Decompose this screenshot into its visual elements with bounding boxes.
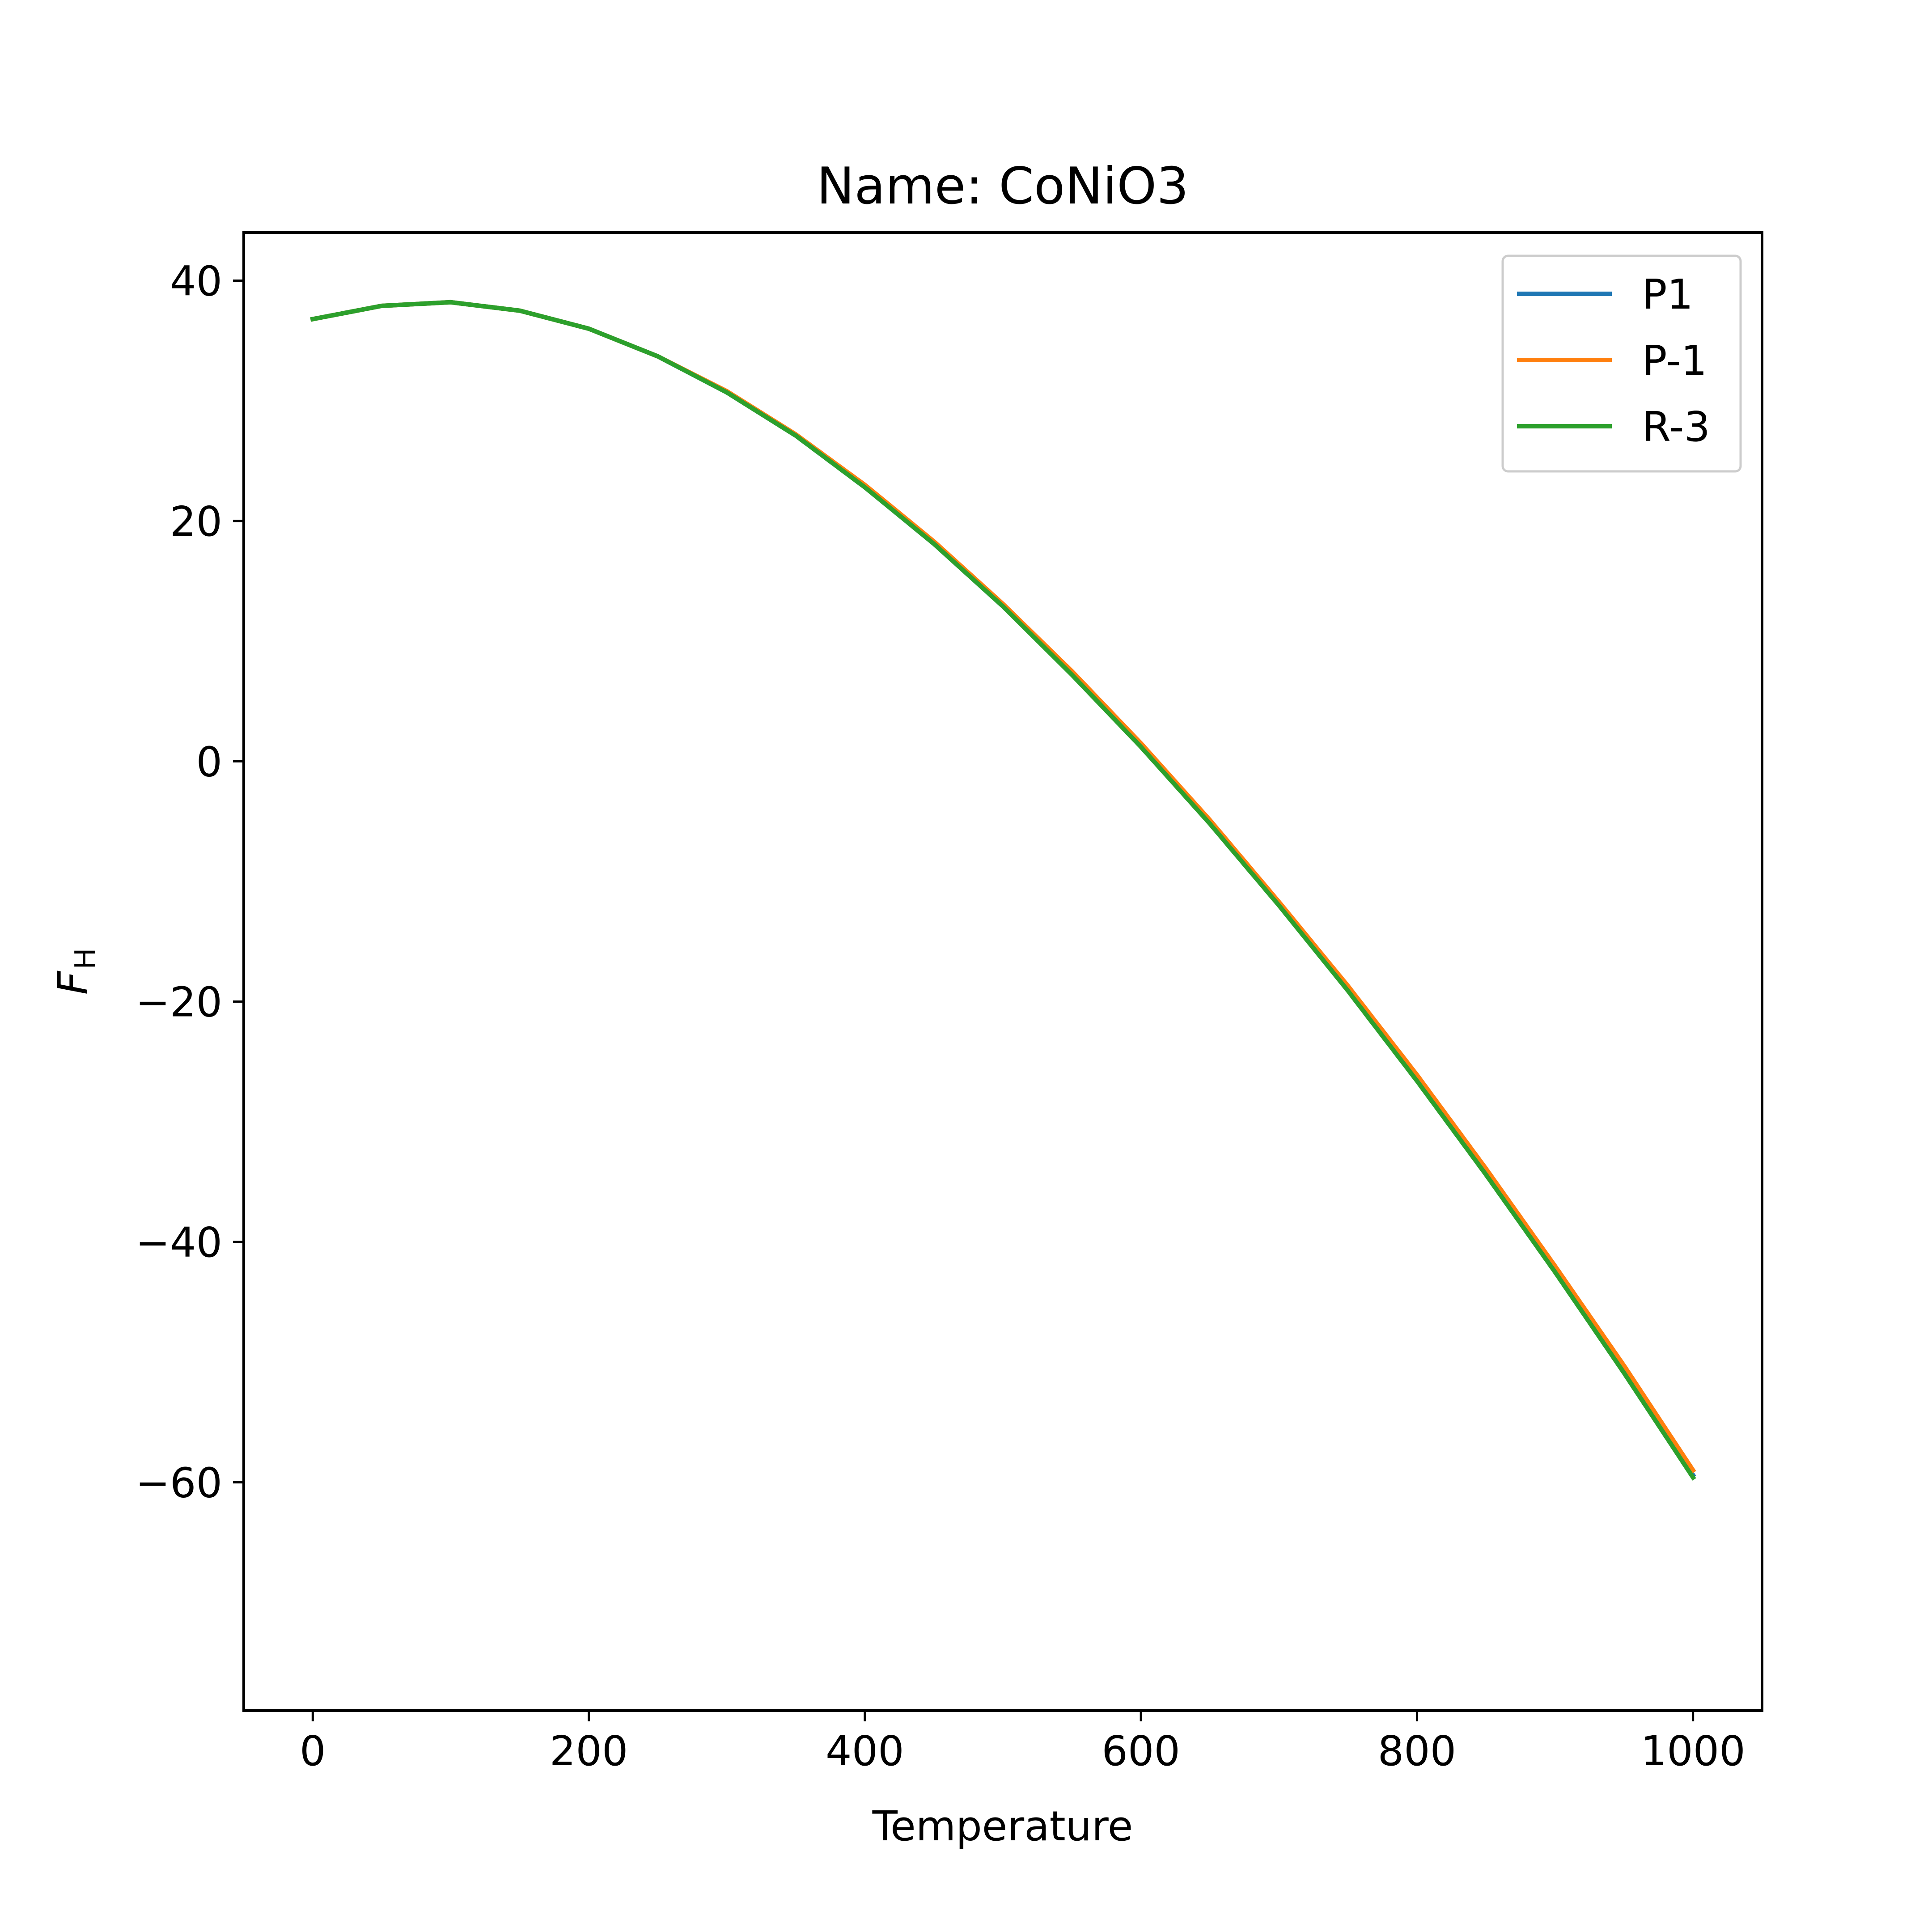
x-tick-label: 0 xyxy=(300,1727,326,1775)
series-line-r-3 xyxy=(310,300,1696,1481)
legend-label-r-3: R-3 xyxy=(1642,403,1710,451)
x-tick-label: 400 xyxy=(826,1727,904,1775)
x-axis-ticks: 0 200 400 600 800 1000 xyxy=(300,1711,1746,1775)
y-tick-label: −40 xyxy=(136,1219,222,1267)
y-axis-label-main: F xyxy=(49,971,97,995)
y-tick-label: −20 xyxy=(136,979,222,1026)
x-tick-label: 1000 xyxy=(1641,1727,1746,1775)
legend-box xyxy=(1501,254,1742,473)
chart-title: Name: CoNiO3 xyxy=(817,157,1189,216)
legend: P1 P-1 R-3 xyxy=(1501,254,1742,473)
y-tick-label: 20 xyxy=(170,498,222,546)
y-axis-label-subscript: H xyxy=(69,948,102,969)
legend-items: P1 P-1 R-3 xyxy=(1517,271,1710,451)
y-axis-label: FH xyxy=(49,948,102,995)
y-tick-label: −60 xyxy=(136,1459,222,1507)
x-tick-label: 200 xyxy=(550,1727,628,1775)
legend-label-p-1: P-1 xyxy=(1642,337,1707,385)
series-layer xyxy=(310,300,1696,1481)
plot-frame xyxy=(242,231,1763,1712)
y-axis-ticks: −60 −40 −20 0 20 40 xyxy=(136,257,244,1507)
x-tick-label: 800 xyxy=(1378,1727,1457,1775)
x-tick-label: 600 xyxy=(1102,1727,1180,1775)
x-axis-label: Temperature xyxy=(872,1802,1133,1850)
y-tick-label: 40 xyxy=(170,257,222,305)
legend-label-p1: P1 xyxy=(1642,271,1693,318)
y-axis-label-group: FH xyxy=(49,948,102,995)
y-tick-label: 0 xyxy=(196,738,222,786)
